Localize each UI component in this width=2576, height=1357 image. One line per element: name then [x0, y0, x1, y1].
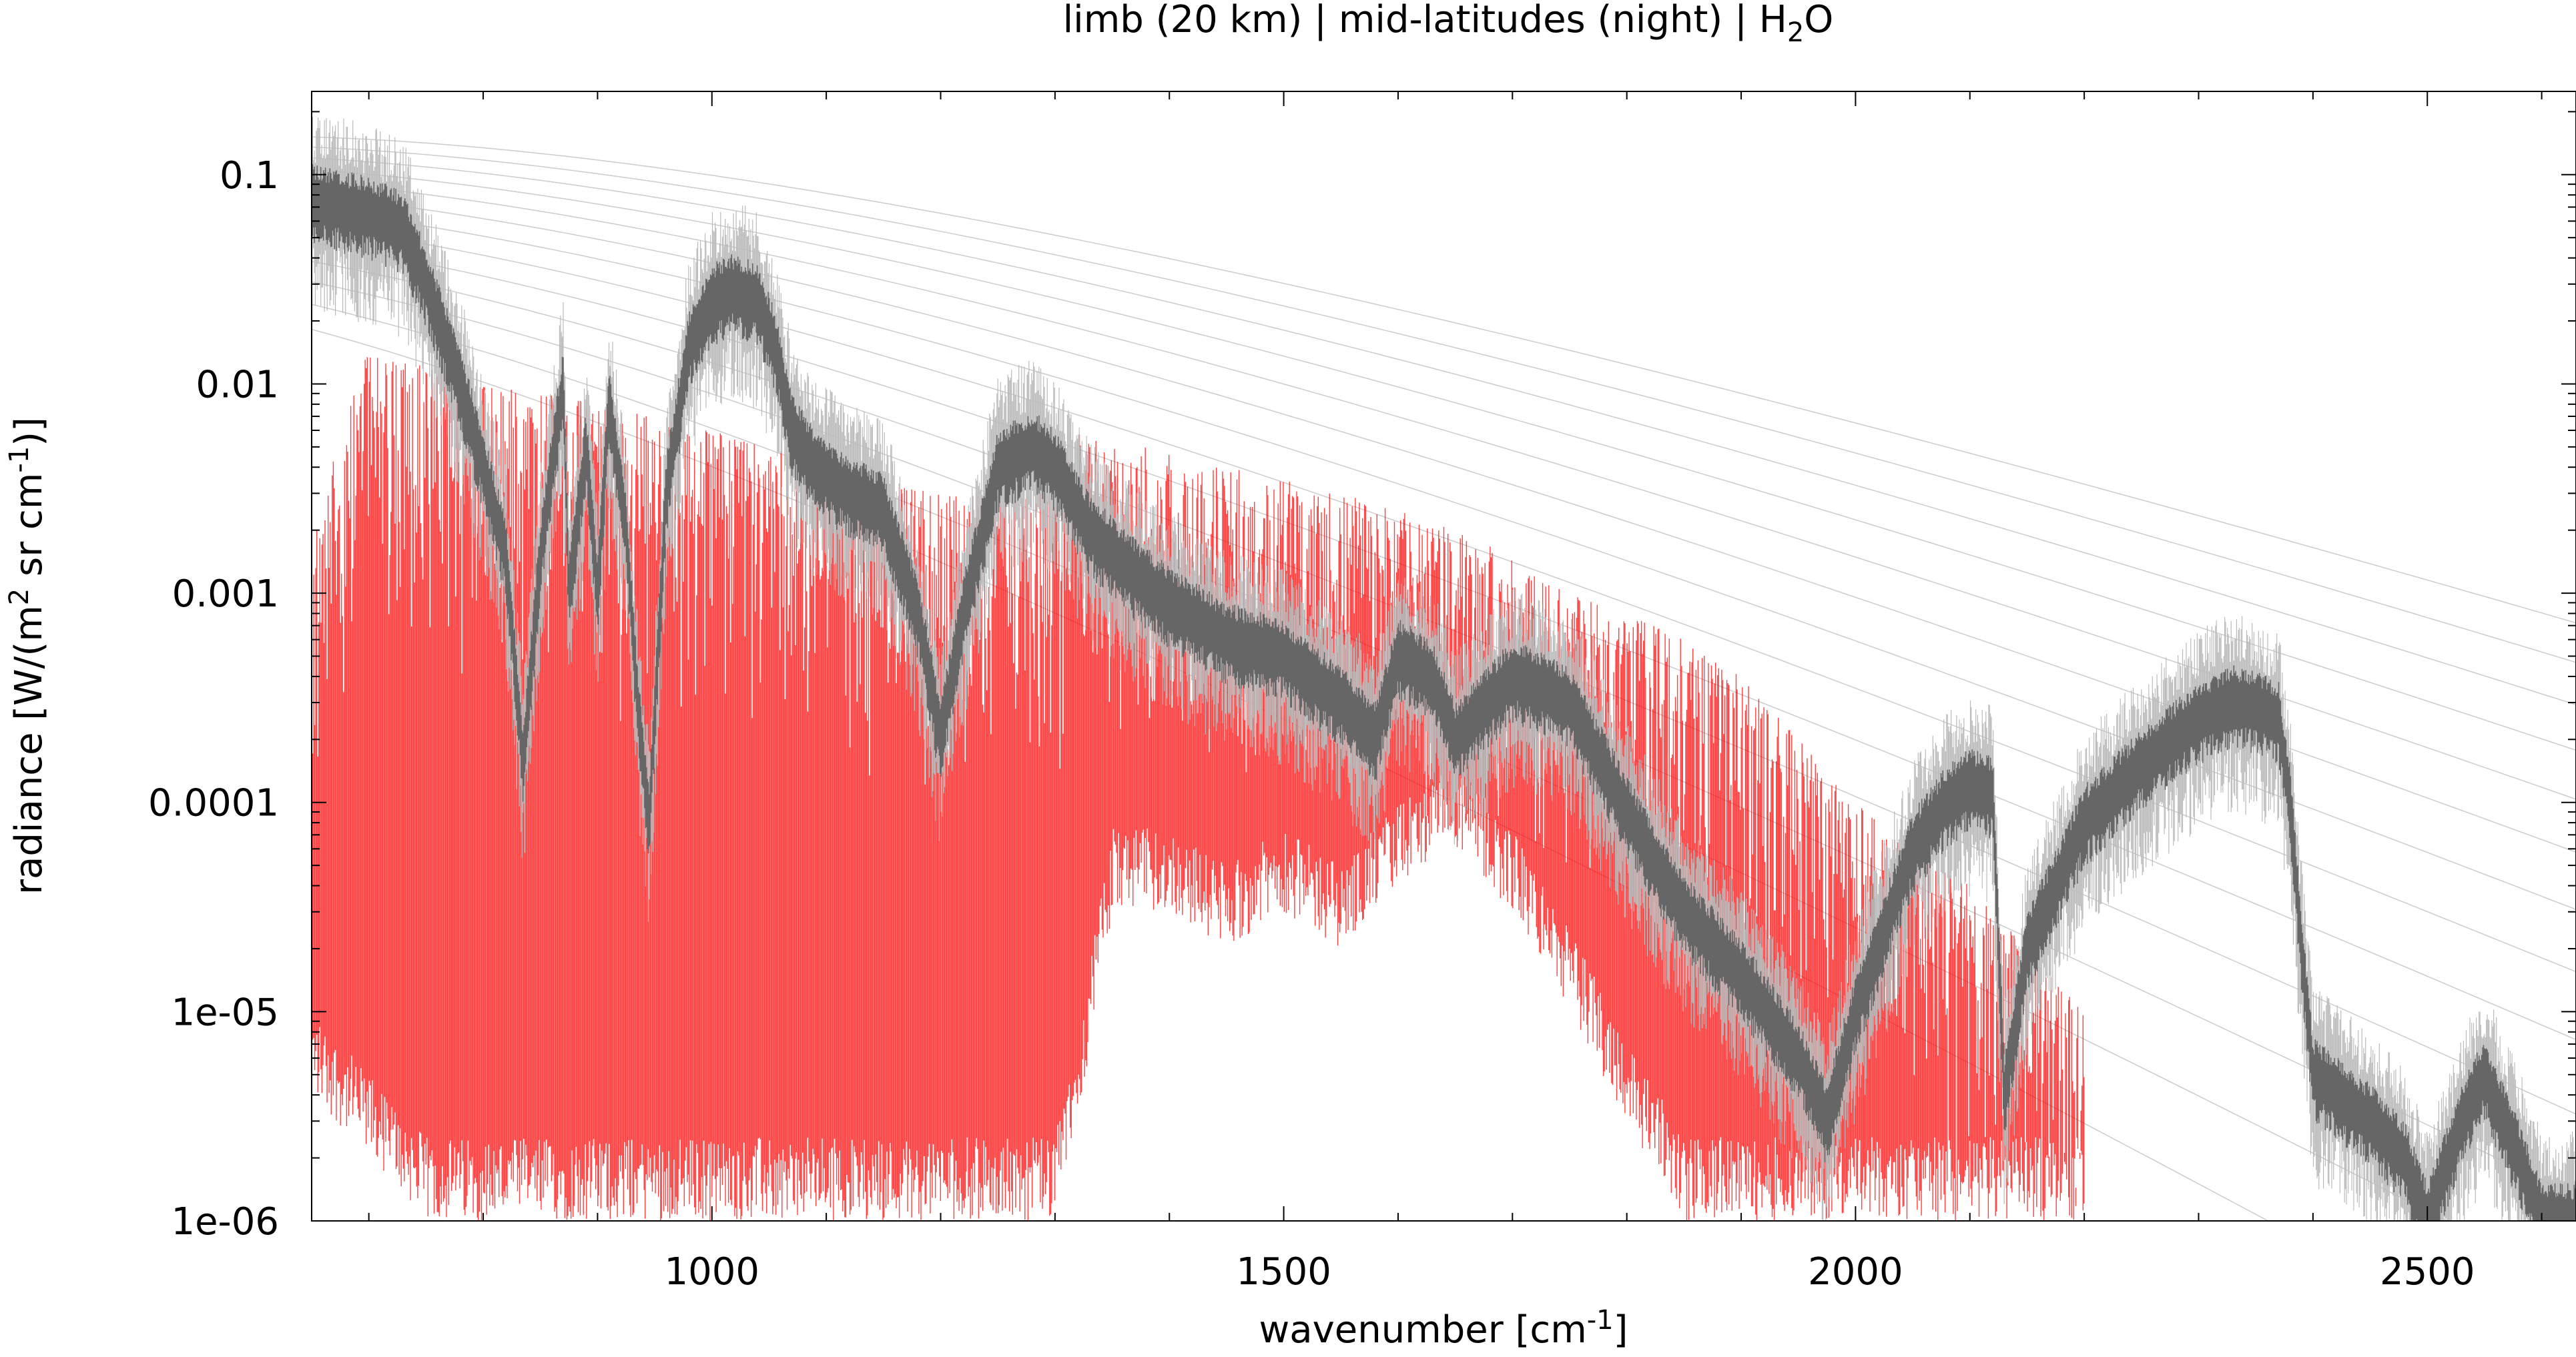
y-tick-label: 0.01	[196, 363, 279, 406]
y-tick-label: 0.0001	[148, 782, 279, 825]
planck-curve-300K	[312, 136, 2576, 624]
y-tick-label: 0.1	[220, 154, 279, 197]
x-axis-ticks: 1000 1500 2000 2500	[368, 91, 2543, 1294]
total-radiance-spectrum	[312, 117, 2576, 1221]
x-tick-label: 1500	[1236, 1250, 1331, 1294]
x-tick-label: 1000	[665, 1250, 760, 1294]
x-tick-label: 2500	[2380, 1250, 2475, 1294]
y-tick-label: 0.001	[172, 572, 279, 616]
y-tick-label: 1e-05	[171, 991, 279, 1034]
x-tick-label: 2000	[1808, 1250, 1903, 1294]
total-spectrum-core	[312, 164, 2576, 1221]
planck-curve-290K	[312, 146, 2576, 663]
planck-curve-280K	[312, 157, 2576, 706]
planck-curve-240K	[312, 209, 2576, 910]
y-axis-ticks: 0.1 0.01 0.001 0.0001 1e-05 1e-06	[148, 111, 2576, 1244]
chart-title: limb (20 km) | mid-latitudes (night) | H…	[1063, 0, 1834, 48]
y-tick-label: 1e-06	[171, 1200, 279, 1244]
planck-curve-260K	[312, 181, 2576, 800]
planck-curve-270K	[312, 169, 2576, 751]
y-axis-label: radiance [W/(m2 sr cm-1)]	[4, 417, 51, 895]
x-axis-label: wavenumber [cm-1]	[1259, 1305, 1628, 1352]
